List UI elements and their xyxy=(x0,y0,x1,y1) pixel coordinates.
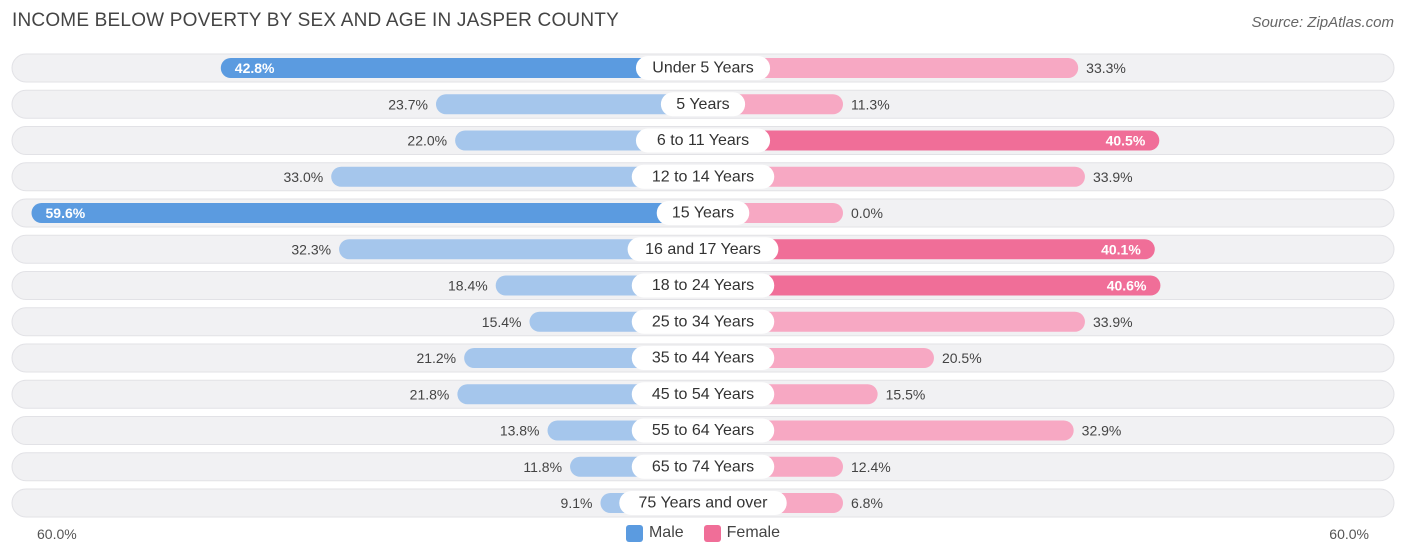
bar-female xyxy=(703,420,1074,441)
legend: Male Female xyxy=(0,524,1406,542)
category-pill xyxy=(631,346,775,370)
legend-swatch-male xyxy=(625,524,643,542)
value-label-female: 11.3% xyxy=(851,96,890,112)
bar-female xyxy=(703,239,1155,260)
category-label: 45 to 54 Years xyxy=(652,386,754,403)
value-label-male: 11.8% xyxy=(523,459,562,475)
category-label: 65 to 74 Years xyxy=(652,458,754,475)
value-label-female: 12.4% xyxy=(851,459,891,475)
bar-male xyxy=(331,166,703,187)
category-label: 25 to 34 Years xyxy=(652,313,754,330)
legend-swatch-female xyxy=(703,524,721,542)
value-label-female: 33.3% xyxy=(1086,60,1126,76)
value-label-female: 40.5% xyxy=(1106,133,1146,149)
value-label-female: 33.9% xyxy=(1093,169,1133,185)
value-label-female: 40.1% xyxy=(1101,241,1141,257)
legend-item-female: Female xyxy=(703,524,781,542)
category-pill xyxy=(635,128,771,153)
category-label: 5 Years xyxy=(676,96,729,113)
value-label-male: 33.0% xyxy=(283,169,323,185)
bar-female xyxy=(703,311,1085,332)
bar-male xyxy=(435,94,703,115)
category-pill xyxy=(631,418,775,443)
value-label-male: 32.3% xyxy=(291,241,331,257)
bar-male xyxy=(220,58,703,78)
category-label: 6 to 11 Years xyxy=(657,132,749,149)
value-label-female: 33.9% xyxy=(1093,314,1133,330)
bar-female xyxy=(703,166,1085,187)
category-pill xyxy=(631,309,775,334)
value-label-female: 20.5% xyxy=(942,350,982,366)
category-pill xyxy=(631,454,775,479)
value-label-female: 6.8% xyxy=(851,495,883,511)
value-label-male: 42.8% xyxy=(235,60,275,76)
chart-title: INCOME BELOW POVERTY BY SEX AND AGE IN J… xyxy=(12,10,619,31)
category-label: 15 Years xyxy=(672,205,734,222)
category-label: 18 to 24 Years xyxy=(652,277,754,294)
value-label-female: 40.6% xyxy=(1107,278,1147,294)
category-label: Under 5 Years xyxy=(652,60,753,77)
axis-right-label: 60.0% xyxy=(1329,526,1369,542)
category-label: 75 Years and over xyxy=(639,495,769,512)
bar-male xyxy=(31,203,704,223)
value-label-male: 15.4% xyxy=(482,314,522,330)
chart-svg: 42.8% 33.3% Under 5 Years 23.7% 11.3% 5 Years… xyxy=(11,53,1395,518)
category-pill xyxy=(631,164,775,189)
category-pill xyxy=(656,201,750,225)
value-label-male: 21.8% xyxy=(410,386,450,402)
value-label-female: 32.9% xyxy=(1082,423,1122,439)
value-label-male: 59.6% xyxy=(46,205,86,221)
bar-female xyxy=(703,58,1079,78)
category-pill xyxy=(635,56,771,80)
category-pill xyxy=(631,382,775,407)
value-label-male: 18.4% xyxy=(448,278,488,294)
category-label: 16 and 17 Years xyxy=(645,241,761,258)
category-pill xyxy=(619,491,787,515)
value-label-male: 9.1% xyxy=(561,495,593,511)
category-label: 35 to 44 Years xyxy=(652,350,754,367)
category-pill xyxy=(660,92,746,117)
bar-female xyxy=(703,130,1160,151)
category-label: 12 to 14 Years xyxy=(652,168,754,185)
value-label-female: 15.5% xyxy=(886,386,926,402)
bar-male xyxy=(339,239,703,260)
bar-female xyxy=(703,275,1161,296)
value-label-male: 13.8% xyxy=(500,423,540,439)
legend-label-male: Male xyxy=(648,524,684,541)
axis-left-label: 60.0% xyxy=(37,526,77,542)
legend-label-female: Female xyxy=(726,524,781,541)
source-label: Source: ZipAtlas.com xyxy=(1251,14,1394,31)
category-label: 55 to 64 Years xyxy=(652,422,754,439)
value-label-male: 21.2% xyxy=(416,350,456,366)
value-label-male: 22.0% xyxy=(407,133,447,149)
legend-item-male: Male xyxy=(625,524,684,542)
category-pill xyxy=(627,237,779,262)
value-label-female: 0.0% xyxy=(851,205,883,221)
value-label-male: 23.7% xyxy=(388,96,428,112)
category-pill xyxy=(631,273,775,298)
